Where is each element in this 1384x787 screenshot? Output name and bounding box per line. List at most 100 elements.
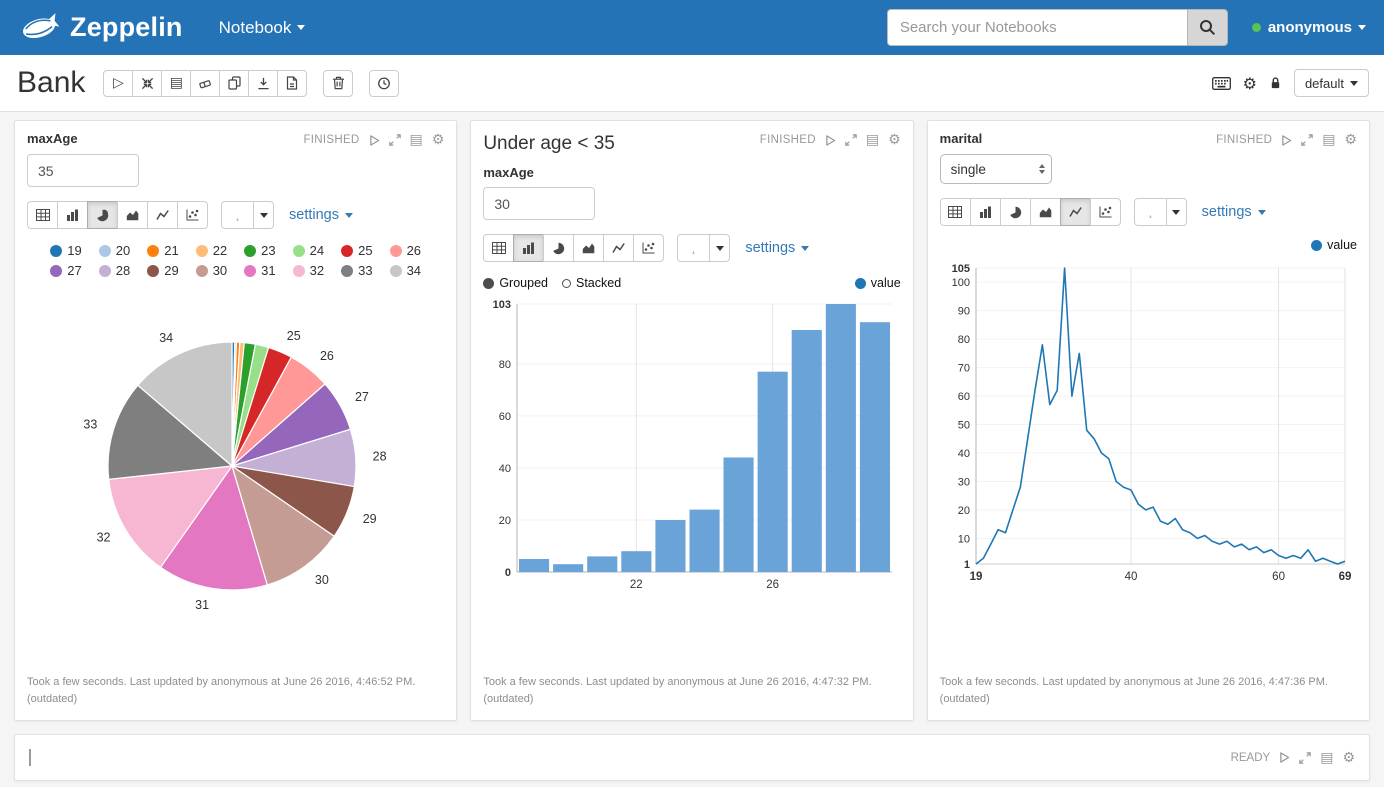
interpreter-gear-icon[interactable]: ⚙ — [1242, 73, 1257, 93]
search-button[interactable] — [1186, 9, 1228, 46]
eraser-icon — [198, 77, 212, 90]
marital-select[interactable]: single — [939, 154, 1052, 184]
chevron-down-icon — [344, 212, 353, 218]
chart-pie-button[interactable] — [87, 201, 118, 229]
fullscreen-icon[interactable] — [845, 134, 857, 146]
chart-area-button[interactable] — [117, 201, 148, 229]
svg-text:27: 27 — [355, 390, 369, 404]
interpreter-binding-select[interactable]: default — [1293, 69, 1369, 97]
settings-link[interactable]: settings — [1202, 204, 1266, 220]
chart-area-button[interactable] — [1029, 198, 1061, 226]
show-editor-icon[interactable]: ▤ — [1320, 749, 1334, 766]
chart-scatter-button[interactable] — [633, 234, 665, 262]
select-stepper-icon — [1038, 164, 1045, 174]
paragraph-gear-icon[interactable]: ⚙ — [1342, 749, 1355, 766]
chart-download-caret-button[interactable] — [1165, 198, 1187, 226]
pie-legend-item[interactable]: 30 — [195, 263, 227, 278]
svg-text:29: 29 — [363, 512, 377, 526]
run-paragraph-icon[interactable] — [1281, 134, 1292, 147]
maxage-input[interactable] — [27, 154, 139, 187]
chart-scatter-button[interactable] — [1089, 198, 1121, 226]
settings-link[interactable]: settings — [289, 207, 353, 223]
chart-download-caret-button[interactable] — [709, 234, 731, 262]
chart-download-button[interactable] — [221, 201, 254, 229]
pie-legend-item[interactable]: 34 — [389, 263, 421, 278]
chart-table-button[interactable] — [483, 234, 515, 262]
pie-legend-item[interactable]: 20 — [98, 243, 130, 258]
toggle-code-button[interactable] — [132, 69, 163, 97]
pie-legend-item[interactable]: 19 — [50, 243, 82, 258]
legend-dot-icon — [195, 264, 208, 277]
pie-legend-item[interactable]: 31 — [244, 263, 276, 278]
paragraph-gear-icon[interactable]: ⚙ — [888, 132, 901, 148]
pie-legend-item[interactable]: 25 — [341, 243, 373, 258]
chart-pie-button[interactable] — [543, 234, 575, 262]
search-input[interactable] — [886, 9, 1187, 46]
play-icon: ▷ — [113, 75, 124, 91]
pie-legend-item[interactable]: 33 — [341, 263, 373, 278]
legend-dot-icon — [147, 244, 160, 257]
svg-text:28: 28 — [373, 450, 387, 464]
show-editor-icon[interactable]: ▤ — [865, 132, 880, 148]
legend-value[interactable]: value — [1311, 238, 1357, 252]
show-editor-icon[interactable]: ▤ — [409, 132, 423, 148]
show-editor-icon[interactable]: ▤ — [1322, 132, 1336, 148]
maxage-input[interactable] — [483, 187, 596, 220]
chart-download-caret-button[interactable] — [253, 201, 274, 229]
pie-legend-item[interactable]: 28 — [98, 263, 130, 278]
empty-paragraph[interactable]: READY ▤ ⚙ — [14, 734, 1370, 781]
user-menu[interactable]: anonymous — [1251, 19, 1366, 36]
chart-area-button[interactable] — [573, 234, 605, 262]
svg-text:30: 30 — [958, 476, 970, 488]
pie-legend-item[interactable]: 32 — [292, 263, 324, 278]
search-icon — [1199, 19, 1216, 36]
chart-bar-button[interactable] — [513, 234, 545, 262]
delete-note-button[interactable] — [323, 69, 354, 97]
user-name: anonymous — [1267, 19, 1352, 36]
chart-bar-button[interactable] — [57, 201, 88, 229]
chart-bar-button[interactable] — [969, 198, 1001, 226]
svg-text:32: 32 — [97, 531, 111, 545]
paragraph-gear-icon[interactable]: ⚙ — [1344, 132, 1357, 148]
chart-scatter-button[interactable] — [177, 201, 208, 229]
settings-link[interactable]: settings — [745, 240, 810, 256]
legend-value[interactable]: value — [854, 276, 901, 290]
run-paragraph-icon[interactable] — [1279, 751, 1290, 764]
lock-icon[interactable] — [1269, 76, 1282, 90]
pie-legend-item[interactable]: 26 — [389, 243, 421, 258]
pie-legend-item[interactable]: 24 — [292, 243, 324, 258]
chart-download-button[interactable] — [677, 234, 711, 262]
import-note-button[interactable] — [277, 69, 308, 97]
run-paragraph-icon[interactable] — [825, 134, 836, 147]
pie-legend-item[interactable]: 21 — [147, 243, 179, 258]
scheduler-button[interactable] — [369, 69, 400, 97]
chart-download-button[interactable] — [1133, 198, 1167, 226]
clear-output-button[interactable] — [190, 69, 221, 97]
pie-legend-item[interactable]: 29 — [147, 263, 179, 278]
chart-table-button[interactable] — [27, 201, 58, 229]
clone-note-button[interactable] — [219, 69, 250, 97]
svg-text:10: 10 — [958, 533, 970, 545]
grouped-toggle[interactable]: Grouped — [483, 276, 548, 290]
fullscreen-icon[interactable] — [1301, 134, 1313, 146]
legend-dot-icon — [854, 277, 866, 289]
chart-pie-button[interactable] — [999, 198, 1031, 226]
paragraph-gear-icon[interactable]: ⚙ — [431, 132, 445, 148]
pie-legend-item[interactable]: 23 — [244, 243, 276, 258]
menu-notebook[interactable]: Notebook — [219, 18, 306, 38]
chart-table-button[interactable] — [939, 198, 971, 226]
export-note-button[interactable] — [248, 69, 279, 97]
run-paragraph-icon[interactable] — [369, 134, 380, 147]
toggle-output-button[interactable]: ▤ — [161, 69, 192, 97]
pie-legend-item[interactable]: 27 — [50, 263, 82, 278]
run-all-button[interactable]: ▷ — [103, 69, 134, 97]
shortcuts-keyboard-icon[interactable] — [1211, 76, 1231, 90]
svg-text:80: 80 — [499, 359, 511, 371]
pie-legend-item[interactable]: 22 — [195, 243, 227, 258]
fullscreen-icon[interactable] — [388, 134, 401, 146]
fullscreen-icon[interactable] — [1299, 751, 1311, 764]
chart-line-button[interactable] — [1059, 198, 1091, 226]
chart-line-button[interactable] — [147, 201, 178, 229]
stacked-toggle[interactable]: Stacked — [561, 276, 621, 290]
chart-line-button[interactable] — [603, 234, 635, 262]
